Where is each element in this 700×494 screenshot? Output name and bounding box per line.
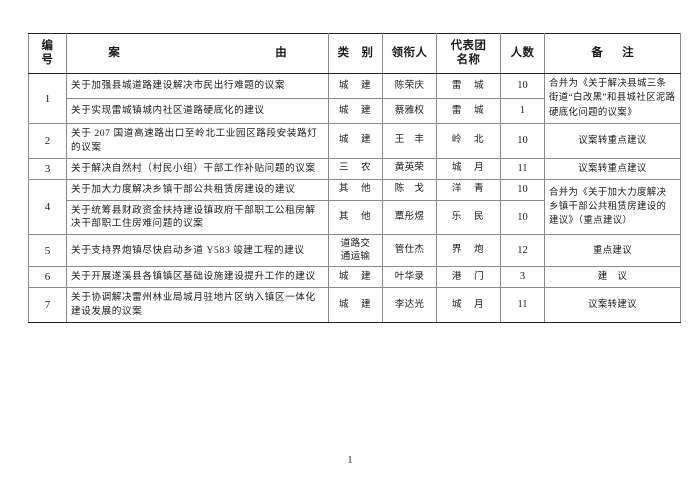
delegation-cell: 港 门 bbox=[436, 265, 501, 288]
column-header-delegation-line1: 代表团 bbox=[450, 40, 487, 52]
row-number-cell: 2 bbox=[28, 122, 67, 159]
subject-cell: 关于开展遂溪县各镇镇区基础设施建设提升工作的建议 bbox=[66, 265, 329, 288]
subject-cell: 关于解决自然村（村民小组）干部工作补贴问题的议案 bbox=[66, 157, 329, 180]
column-header-number-line2: 号 bbox=[41, 53, 54, 66]
count-cell: 10 bbox=[500, 122, 545, 159]
column-header-remark-text: 备 注 bbox=[591, 46, 638, 59]
remark-cell: 合并为《关于解决县城三条街道“白改黑”和县城社区泥路硬底化问题的议案》 bbox=[544, 73, 681, 124]
category-cell: 道路交 通运输 bbox=[328, 234, 383, 267]
subject-cell: 关于实现雷城镇城内社区道路硬底化的建议 bbox=[66, 98, 329, 124]
table-header-row: 编 号 案 由 类 别 领衔人 代表团 名称 人数 备 注 bbox=[28, 32, 681, 75]
remark-cell: 议案转重点建议 bbox=[544, 157, 681, 180]
count-cell: 11 bbox=[500, 157, 545, 180]
subject-cell: 关于支持界炮镇尽快启动乡道 Y583 竣建工程的建议 bbox=[66, 234, 329, 267]
subject-cell: 关于统筹县财政资金扶持建设镇政府干部职工公租房解决干部职工住房难问题的议案 bbox=[66, 199, 329, 236]
delegation-cell: 乐 民 bbox=[436, 199, 501, 236]
count-cell: 10 bbox=[500, 199, 545, 236]
subject-cell: 关于加强县城道路建设解决市民出行难题的议案 bbox=[66, 73, 329, 100]
delegation-cell: 岭 北 bbox=[436, 122, 501, 159]
column-header-remark: 备 注 bbox=[544, 32, 681, 75]
motions-table: 编 号 案 由 类 别 领衔人 代表团 名称 人数 备 注 1 关于加强县城道路建… bbox=[28, 32, 681, 323]
row-number-cell: 6 bbox=[28, 265, 67, 288]
column-header-delegation: 代表团 名称 bbox=[436, 32, 501, 75]
delegation-cell: 洋 青 bbox=[436, 178, 501, 201]
table-row: 2 关于 207 国道高速路出口至岭北工业园区路段安装路灯的议案城 建王 丰岭 北… bbox=[28, 122, 681, 159]
column-header-number: 编 号 bbox=[28, 32, 67, 75]
lead-person-cell: 蔡雅权 bbox=[382, 98, 437, 124]
table-row: 1 关于加强县城道路建设解决市民出行难题的议案城 建陈荣庆雷 城 10 合并为《关于解… bbox=[28, 73, 681, 124]
category-cell: 城 建 bbox=[328, 73, 383, 100]
lead-person-cell: 覃彤煜 bbox=[382, 199, 437, 236]
column-header-subject-text: 案 由 bbox=[108, 46, 309, 59]
column-header-delegation-line2: 名称 bbox=[456, 53, 481, 66]
lead-person-cell: 陈荣庆 bbox=[382, 73, 437, 100]
subject-cell: 关于加大力度解决乡镇干部公共租赁房建设的建议 bbox=[66, 178, 329, 201]
count-cell: 12 bbox=[500, 234, 545, 267]
category-line1: 道路交 bbox=[340, 238, 371, 250]
table-body: 1 关于加强县城道路建设解决市民出行难题的议案城 建陈荣庆雷 城 10 合并为《关于解… bbox=[28, 73, 681, 323]
table-row: 4 关于加大力度解决乡镇干部公共租赁房建设的建议其 他陈 戈洋 青 10 合并为《关于… bbox=[28, 178, 681, 236]
count-cell: 10 bbox=[500, 178, 545, 201]
row-number-cell: 5 bbox=[28, 234, 67, 267]
remark-cell: 重点建议 bbox=[544, 234, 681, 267]
table-row: 关于统筹县财政资金扶持建设镇政府干部职工公租房解决干部职工住房难问题的议案其 他… bbox=[29, 199, 681, 236]
lead-person-cell: 黄英荣 bbox=[382, 157, 437, 180]
column-header-subject: 案 由 bbox=[66, 32, 329, 75]
category-cell: 城 建 bbox=[328, 98, 383, 124]
count-cell: 1 bbox=[500, 98, 545, 124]
table-row: 3 关于解决自然村（村民小组）干部工作补贴问题的议案三 农黄英荣城 月 11 议案转重… bbox=[28, 157, 681, 180]
remark-cell: 建 议 bbox=[544, 265, 681, 288]
remark-cell: 议案转重点建议 bbox=[544, 122, 681, 159]
delegation-cell: 城 月 bbox=[436, 286, 501, 323]
category-cell: 其 他 bbox=[328, 178, 383, 201]
subject-cell: 关于 207 国道高速路出口至岭北工业园区路段安装路灯的议案 bbox=[66, 122, 329, 159]
row-number-cell: 4 bbox=[28, 178, 67, 236]
delegation-cell: 雷 城 bbox=[436, 98, 501, 124]
lead-person-cell: 叶华录 bbox=[382, 265, 437, 288]
category-cell: 三 农 bbox=[328, 157, 383, 180]
category-cell: 城 建 bbox=[328, 122, 383, 159]
delegation-cell: 城 月 bbox=[436, 157, 501, 180]
remark-cell: 合并为《关于加大力度解决乡镇干部公共租赁房建设的建议》（重点建议） bbox=[544, 178, 681, 236]
column-header-number-line1: 编 bbox=[41, 40, 54, 52]
table-row: 7 关于协调解决雷州林业局城月驻地片区纳入镇区一体化建设发展的议案城 建李达光城 … bbox=[28, 286, 681, 323]
row-number-cell: 3 bbox=[28, 157, 67, 180]
column-header-category: 类 别 bbox=[328, 32, 383, 75]
count-cell: 3 bbox=[500, 265, 545, 288]
page-number: 1 bbox=[347, 455, 353, 466]
lead-person-cell: 陈 戈 bbox=[382, 178, 437, 201]
category-cell: 其 他 bbox=[328, 199, 383, 236]
delegation-cell: 雷 城 bbox=[436, 73, 501, 100]
category-cell: 城 建 bbox=[328, 265, 383, 288]
count-cell: 11 bbox=[500, 286, 545, 323]
column-header-lead-person: 领衔人 bbox=[382, 32, 437, 75]
row-number-cell: 1 bbox=[28, 73, 67, 124]
category-cell: 城 建 bbox=[328, 286, 383, 323]
lead-person-cell: 王 丰 bbox=[382, 122, 437, 159]
remark-cell: 议案转建议 bbox=[544, 286, 681, 323]
subject-cell: 关于协调解决雷州林业局城月驻地片区纳入镇区一体化建设发展的议案 bbox=[66, 286, 329, 323]
delegation-cell: 界 炮 bbox=[436, 234, 501, 267]
lead-person-cell: 管仕杰 bbox=[382, 234, 437, 267]
count-cell: 10 bbox=[500, 73, 545, 100]
column-header-count: 人数 bbox=[500, 32, 545, 75]
category-line2: 通运输 bbox=[340, 250, 371, 262]
row-number-cell: 7 bbox=[28, 286, 67, 323]
lead-person-cell: 李达光 bbox=[382, 286, 437, 323]
